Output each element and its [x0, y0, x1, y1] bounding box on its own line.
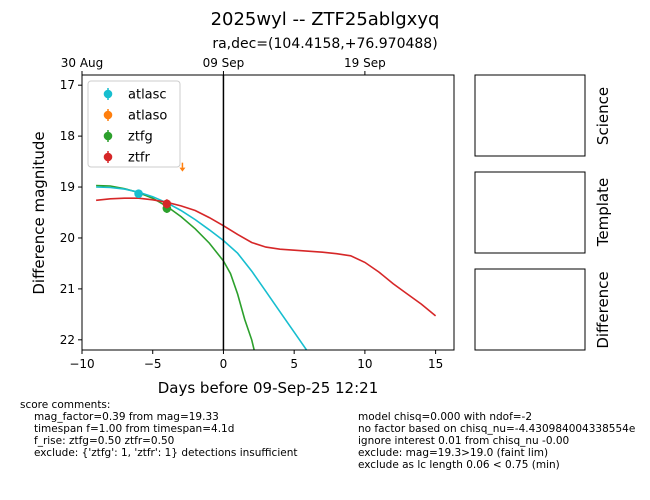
difference-panel-label: Difference — [594, 271, 612, 348]
upper-limit-arrow-atlaso — [179, 167, 186, 172]
x-tick-label: 0 — [220, 357, 228, 371]
science-image-panel — [474, 74, 586, 157]
y-tick-label: 20 — [60, 231, 75, 245]
comment-right-line: ignore interest 0.01 from chisq_nu -0.00 — [358, 435, 569, 447]
y-axis-label: Difference magnitude — [30, 131, 48, 294]
comment-left-line: timespan f=1.00 from timespan=4.1d — [34, 423, 234, 435]
comment-left-line: f_rise: ztfg=0.50 ztfr=0.50 — [34, 435, 174, 447]
comment-right-line: no factor based on chisq_nu=-4.430984004… — [358, 423, 635, 435]
data-point-ztfr — [162, 199, 172, 209]
legend-marker-atlaso — [103, 110, 113, 120]
legend-marker-atlasc — [103, 89, 113, 99]
legend-box — [87, 80, 181, 168]
y-ticks: 17 18 19 20 21 22 — [60, 78, 82, 347]
score-comments-left: score comments: mag_factor=0.39 from mag… — [20, 399, 297, 459]
legend-marker-ztfg — [103, 131, 113, 141]
top-tick-label: 30 Aug — [61, 56, 104, 70]
y-tick-label: 17 — [60, 78, 75, 92]
x-tick-label: −10 — [69, 357, 94, 371]
y-tick-label: 21 — [60, 282, 75, 296]
legend-marker-ztfr — [103, 152, 113, 162]
legend: atlasc atlaso ztfg ztfr — [87, 80, 181, 168]
plot-frame — [81, 74, 455, 351]
x-tick-label: −5 — [144, 357, 162, 371]
comment-left-line: exclude: {'ztfg': 1, 'ztfr': 1} detectio… — [34, 447, 297, 459]
legend-label-ztfg: ztfg — [128, 130, 153, 145]
x-tick-label: 10 — [357, 357, 372, 371]
x-ticks: −10 −5 0 5 10 15 — [69, 350, 443, 371]
legend-label-atlasc: atlasc — [128, 88, 167, 103]
comment-left-line: mag_factor=0.39 from mag=19.33 — [34, 411, 219, 423]
legend-label-ztfr: ztfr — [128, 151, 150, 166]
top-axis-ticks: 30 Aug 09 Sep 19 Sep — [61, 56, 386, 75]
top-tick-label: 09 Sep — [203, 56, 245, 70]
comment-right-line: exclude: mag=19.3>19.0 (faint lim) — [358, 447, 548, 459]
plot-area: −10 −5 0 5 10 15 17 18 19 20 21 22 30 Aug 09 Sep 19 … — [60, 56, 455, 371]
comment-right-line: exclude as lc length 0.06 < 0.75 (min) — [358, 459, 560, 471]
template-panel-label: Template — [594, 178, 612, 247]
x-axis-label: Days before 09-Sep-25 12:21 — [158, 379, 379, 397]
legend-label-atlaso: atlaso — [128, 109, 167, 124]
data-point-atlasc — [134, 189, 143, 198]
score-comments-right: model chisq=0.000 with ndof=-2 no factor… — [358, 411, 635, 471]
data-markers — [134, 162, 186, 214]
science-panel-label: Science — [594, 87, 612, 145]
figure-title: 2025wyl -- ZTF25ablgxyq — [211, 9, 440, 30]
difference-image-panel — [474, 268, 586, 351]
model-curve-atlasc — [96, 186, 308, 350]
comment-right-line: model chisq=0.000 with ndof=-2 — [358, 411, 532, 423]
y-tick-label: 19 — [60, 180, 75, 194]
y-tick-label: 22 — [60, 333, 75, 347]
x-tick-label: 15 — [428, 357, 443, 371]
figure-subtitle: ra,dec=(104.4158,+76.970488) — [212, 36, 437, 52]
template-image-panel — [474, 171, 586, 254]
top-tick-label: 19 Sep — [344, 56, 386, 70]
comment-left-line: score comments: — [20, 399, 110, 411]
y-tick-label: 18 — [60, 129, 75, 143]
x-tick-label: 5 — [290, 357, 298, 371]
model-curve-ztfr — [96, 197, 437, 317]
model-curves — [96, 184, 437, 350]
